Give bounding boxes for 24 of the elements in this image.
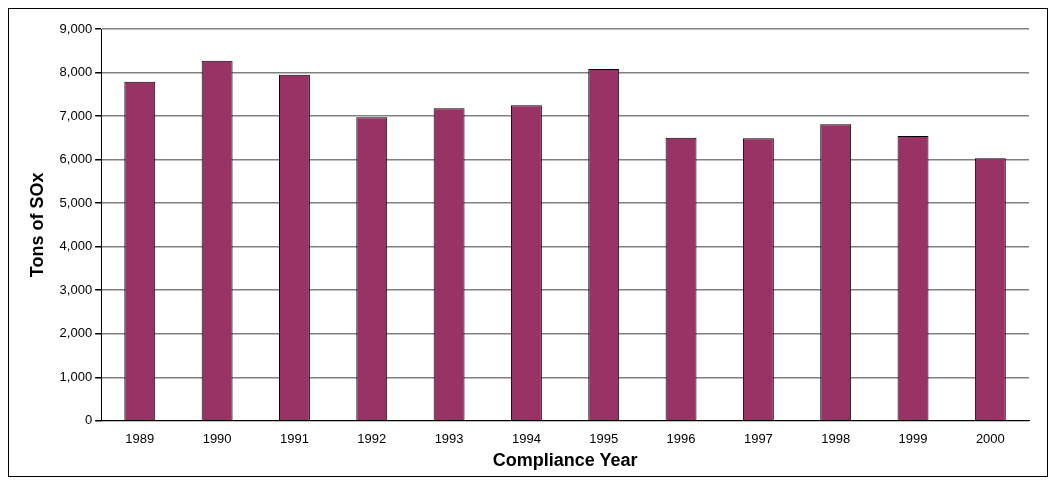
x-tick-label: 1998 (821, 431, 851, 447)
y-tick-label: 6,000 (59, 151, 93, 167)
x-tick-label: 1995 (589, 431, 619, 447)
x-tick-label: 2000 (975, 431, 1005, 447)
y-tick-label: 8,000 (59, 64, 93, 80)
y-tick-label: 2,000 (59, 325, 93, 341)
x-tick-label: 1989 (125, 431, 155, 447)
x-axis-title: Compliance Year (492, 450, 638, 471)
x-tick-label: 1991 (279, 431, 309, 447)
y-tick-label: 7,000 (59, 107, 93, 123)
x-tick-label: 1992 (357, 431, 387, 447)
x-tick-label: 1999 (898, 431, 928, 447)
y-tick-label: 9,000 (59, 20, 93, 36)
x-tick-label: 1993 (434, 431, 464, 447)
x-tick-label: 1997 (743, 431, 773, 447)
x-tick-label: 1990 (202, 431, 232, 447)
y-tick-label: 3,000 (59, 281, 93, 297)
y-tick-label: 5,000 (59, 194, 93, 210)
x-tick-label: 1994 (511, 431, 541, 447)
y-tick-label: 0 (84, 412, 93, 428)
y-tick-label: 1,000 (59, 368, 93, 384)
y-tick-label: 4,000 (59, 238, 93, 254)
x-tick-label: 1996 (666, 431, 696, 447)
y-axis-title: Tons of SOx (26, 172, 47, 278)
